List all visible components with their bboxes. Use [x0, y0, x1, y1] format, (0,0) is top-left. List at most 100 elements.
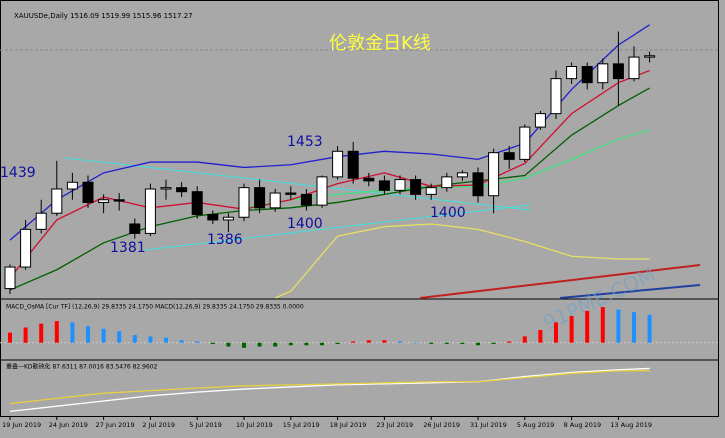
x-tick-label: 15 Jul 2019: [283, 421, 320, 429]
histogram-bar: [304, 342, 309, 346]
kd-title: 重叠—KD勤钝化 87.6311 87.0016 83.5476 82.9602: [6, 363, 158, 371]
x-tick-label: 13 Aug 2019: [610, 421, 652, 429]
histogram-bar: [54, 321, 59, 343]
histogram-bar: [600, 307, 605, 343]
histogram-bar: [195, 341, 200, 343]
trend-line: [144, 204, 531, 251]
candle-body: [597, 63, 609, 84]
series-line: [9, 367, 650, 413]
histogram-bar: [39, 323, 44, 343]
histogram-bar: [288, 342, 293, 346]
histogram-bar: [569, 316, 574, 343]
candle-body: [269, 192, 281, 209]
histogram-bar: [616, 309, 621, 343]
histogram-bar: [86, 326, 90, 343]
histogram-bar: [429, 342, 434, 344]
candle-body: [300, 193, 312, 206]
histogram-bar: [554, 322, 558, 343]
x-tick-label: 10 Jul 2019: [236, 421, 273, 429]
histogram-bar: [320, 342, 324, 346]
histogram-bar: [179, 340, 184, 343]
series-line: [274, 223, 650, 299]
histogram-bar: [8, 332, 12, 343]
candle-body: [207, 214, 219, 221]
annotation: 1386: [207, 232, 243, 248]
histogram-bar: [460, 342, 465, 344]
candle-body: [410, 179, 422, 195]
histogram-bar: [382, 340, 387, 343]
candle-body: [550, 78, 562, 115]
candle-body: [628, 56, 640, 80]
candle-body: [35, 212, 47, 230]
candle-body: [238, 187, 250, 218]
histogram-bar: [647, 314, 652, 343]
candle-body: [51, 188, 63, 214]
histogram-bar: [242, 342, 246, 348]
x-tick-label: 5 Jul 2019: [189, 421, 222, 429]
candle-body: [332, 150, 344, 178]
histogram-bar: [70, 322, 75, 343]
histogram-bar: [132, 335, 137, 343]
histogram-bar: [273, 342, 278, 347]
chart-header: XAUUSDe,Daily 1516.09 1519.99 1515.96 15…: [14, 12, 193, 20]
x-tick-label: 5 Aug 2019: [517, 421, 555, 429]
macd-title: MACD_OsMA [Cur TF] (12,26,9) 29.8335 24.…: [6, 304, 304, 311]
candle-body: [160, 187, 172, 190]
candle-body: [612, 63, 624, 80]
histogram-bar: [148, 336, 153, 343]
candle-body: [20, 228, 32, 268]
annotation: 1439: [0, 165, 36, 181]
candle-body: [98, 199, 110, 203]
histogram-bar: [366, 340, 371, 343]
x-tick-label: 23 Jul 2019: [376, 421, 413, 429]
series-line: [9, 87, 650, 291]
histogram-bar: [507, 341, 512, 343]
histogram-bar: [398, 341, 402, 343]
trend-line: [64, 157, 531, 211]
histogram-bar: [632, 312, 636, 343]
histogram-bar: [164, 337, 168, 343]
histogram-bar: [257, 342, 262, 347]
histogram-bar: [335, 342, 340, 344]
candle-body: [503, 152, 515, 160]
x-tick-label: 27 Jun 2019: [96, 421, 135, 429]
histogram-bar: [413, 342, 418, 344]
candle-body: [222, 216, 234, 221]
histogram-bar: [351, 341, 356, 343]
histogram-bar: [538, 330, 543, 343]
histogram-bar: [210, 342, 215, 344]
candle-body: [176, 187, 188, 193]
histogram-bar: [101, 328, 106, 343]
candle-body: [129, 223, 141, 234]
x-tick-label: 2 Jul 2019: [142, 421, 175, 429]
candle-body: [316, 176, 328, 206]
candle-body: [144, 188, 156, 234]
candle-body: [378, 180, 390, 191]
trend-line: [419, 264, 701, 299]
histogram-bar: [522, 336, 527, 343]
histogram-bar: [444, 342, 449, 344]
chart-title: 伦敦金日K线: [329, 33, 431, 54]
histogram-bar: [585, 310, 590, 343]
x-tick-label: 26 Jul 2019: [423, 421, 460, 429]
candle-body: [347, 150, 359, 179]
annotation: 1400: [287, 216, 323, 232]
annotation: 1453: [287, 134, 323, 150]
candle-body: [581, 66, 593, 84]
candle-body: [441, 176, 453, 189]
candle-body: [425, 187, 437, 195]
annotation: 1381: [110, 240, 146, 256]
candle-body: [4, 266, 16, 290]
x-tick-label: 18 Jul 2019: [330, 421, 367, 429]
candle-body: [363, 177, 375, 182]
x-tick-label: 31 Jul 2019: [470, 421, 507, 429]
candle-body: [394, 179, 406, 191]
candle-body: [66, 181, 78, 190]
candle-body: [254, 187, 266, 209]
candle-body: [285, 192, 297, 195]
x-tick-label: 19 Jun 2019: [2, 421, 41, 429]
candle-body: [534, 113, 546, 128]
histogram-bar: [23, 327, 28, 343]
candle-body: [488, 152, 500, 197]
